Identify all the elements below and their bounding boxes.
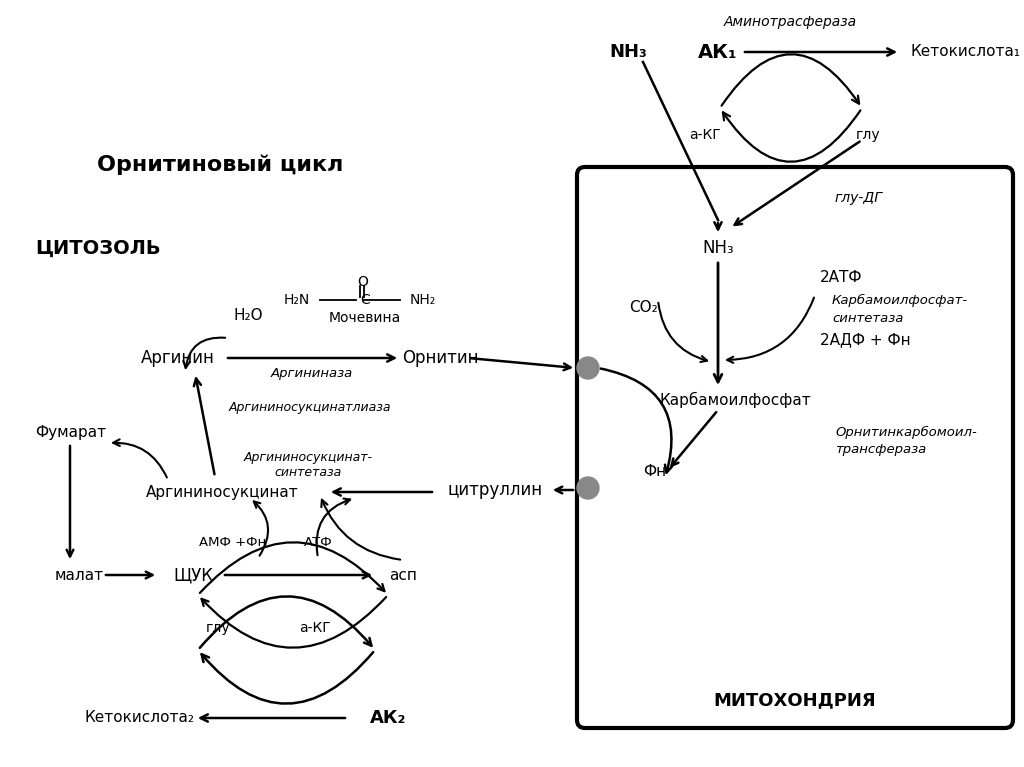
- Text: а-КГ: а-КГ: [689, 128, 721, 142]
- Text: Аргинин: Аргинин: [141, 349, 215, 367]
- FancyArrowPatch shape: [727, 298, 814, 363]
- FancyBboxPatch shape: [577, 167, 1013, 728]
- Text: Аргининосукцинат: Аргининосукцинат: [145, 485, 298, 499]
- Text: АК₁: АК₁: [698, 42, 738, 61]
- Text: Аминотрасфераза: Аминотрасфераза: [723, 15, 856, 29]
- Text: Карбамоилфосфат-: Карбамоилфосфат-: [831, 294, 968, 307]
- Text: асп: асп: [389, 568, 417, 582]
- Text: ЩУК: ЩУК: [173, 566, 213, 584]
- Text: Орнитиновый цикл: Орнитиновый цикл: [97, 155, 343, 175]
- FancyArrowPatch shape: [254, 502, 268, 555]
- Text: H₂N: H₂N: [284, 293, 310, 307]
- Text: малат: малат: [55, 568, 104, 582]
- Text: синтетаза: синтетаза: [274, 466, 342, 479]
- Text: а-КГ: а-КГ: [299, 621, 331, 635]
- Text: 2АДФ + Фн: 2АДФ + Фн: [820, 333, 910, 347]
- Text: Карбамоилфосфат: Карбамоилфосфат: [659, 392, 811, 408]
- FancyArrowPatch shape: [322, 500, 400, 560]
- FancyArrowPatch shape: [601, 369, 672, 472]
- Text: NH₂: NH₂: [410, 293, 436, 307]
- FancyArrowPatch shape: [316, 499, 350, 555]
- Text: АМФ +Фн: АМФ +Фн: [200, 535, 266, 548]
- FancyArrowPatch shape: [723, 110, 860, 162]
- Text: NH₃: NH₃: [702, 239, 734, 257]
- FancyArrowPatch shape: [200, 597, 372, 648]
- Text: АК₂: АК₂: [370, 709, 407, 727]
- Text: NH₃: NH₃: [609, 43, 647, 61]
- Text: Орнитинкарбомоил-: Орнитинкарбомоил-: [835, 426, 977, 439]
- Text: ЦИТОЗОЛЬ: ЦИТОЗОЛЬ: [35, 239, 161, 258]
- Circle shape: [577, 357, 599, 379]
- Text: глу: глу: [206, 621, 230, 635]
- Text: Фумарат: Фумарат: [35, 424, 106, 439]
- Text: Кетокислота₁: Кетокислота₁: [910, 44, 1020, 60]
- Text: трансфераза: трансфераза: [835, 443, 927, 456]
- Text: CO₂: CO₂: [629, 301, 657, 315]
- FancyArrowPatch shape: [200, 542, 384, 593]
- FancyArrowPatch shape: [113, 439, 167, 478]
- Text: Кетокислота₂: Кетокислота₂: [85, 710, 195, 726]
- Text: Фн: Фн: [643, 465, 667, 479]
- Text: синтетаза: синтетаза: [831, 311, 903, 324]
- Text: H₂O: H₂O: [233, 308, 263, 322]
- Text: Мочевина: Мочевина: [329, 311, 401, 325]
- Circle shape: [577, 477, 599, 499]
- Text: Аргининосукцинат-: Аргининосукцинат-: [244, 452, 373, 465]
- Text: Аргининаза: Аргининаза: [271, 367, 353, 380]
- FancyArrowPatch shape: [183, 337, 225, 368]
- Text: глу: глу: [856, 128, 881, 142]
- FancyArrowPatch shape: [658, 303, 707, 362]
- FancyArrowPatch shape: [202, 597, 386, 647]
- Text: цитруллин: цитруллин: [447, 481, 543, 499]
- Text: Аргининосукцинатлиаза: Аргининосукцинатлиаза: [228, 401, 391, 414]
- FancyArrowPatch shape: [202, 652, 373, 703]
- Text: глу-ДГ: глу-ДГ: [834, 191, 882, 205]
- Text: C: C: [360, 293, 370, 307]
- Text: 2АТФ: 2АТФ: [820, 271, 862, 285]
- Text: АТФ: АТФ: [304, 535, 333, 548]
- Text: Орнитин: Орнитин: [401, 349, 478, 367]
- Text: МИТОХОНДРИЯ: МИТОХОНДРИЯ: [714, 691, 877, 709]
- Text: O: O: [357, 275, 369, 289]
- FancyArrowPatch shape: [722, 54, 859, 106]
